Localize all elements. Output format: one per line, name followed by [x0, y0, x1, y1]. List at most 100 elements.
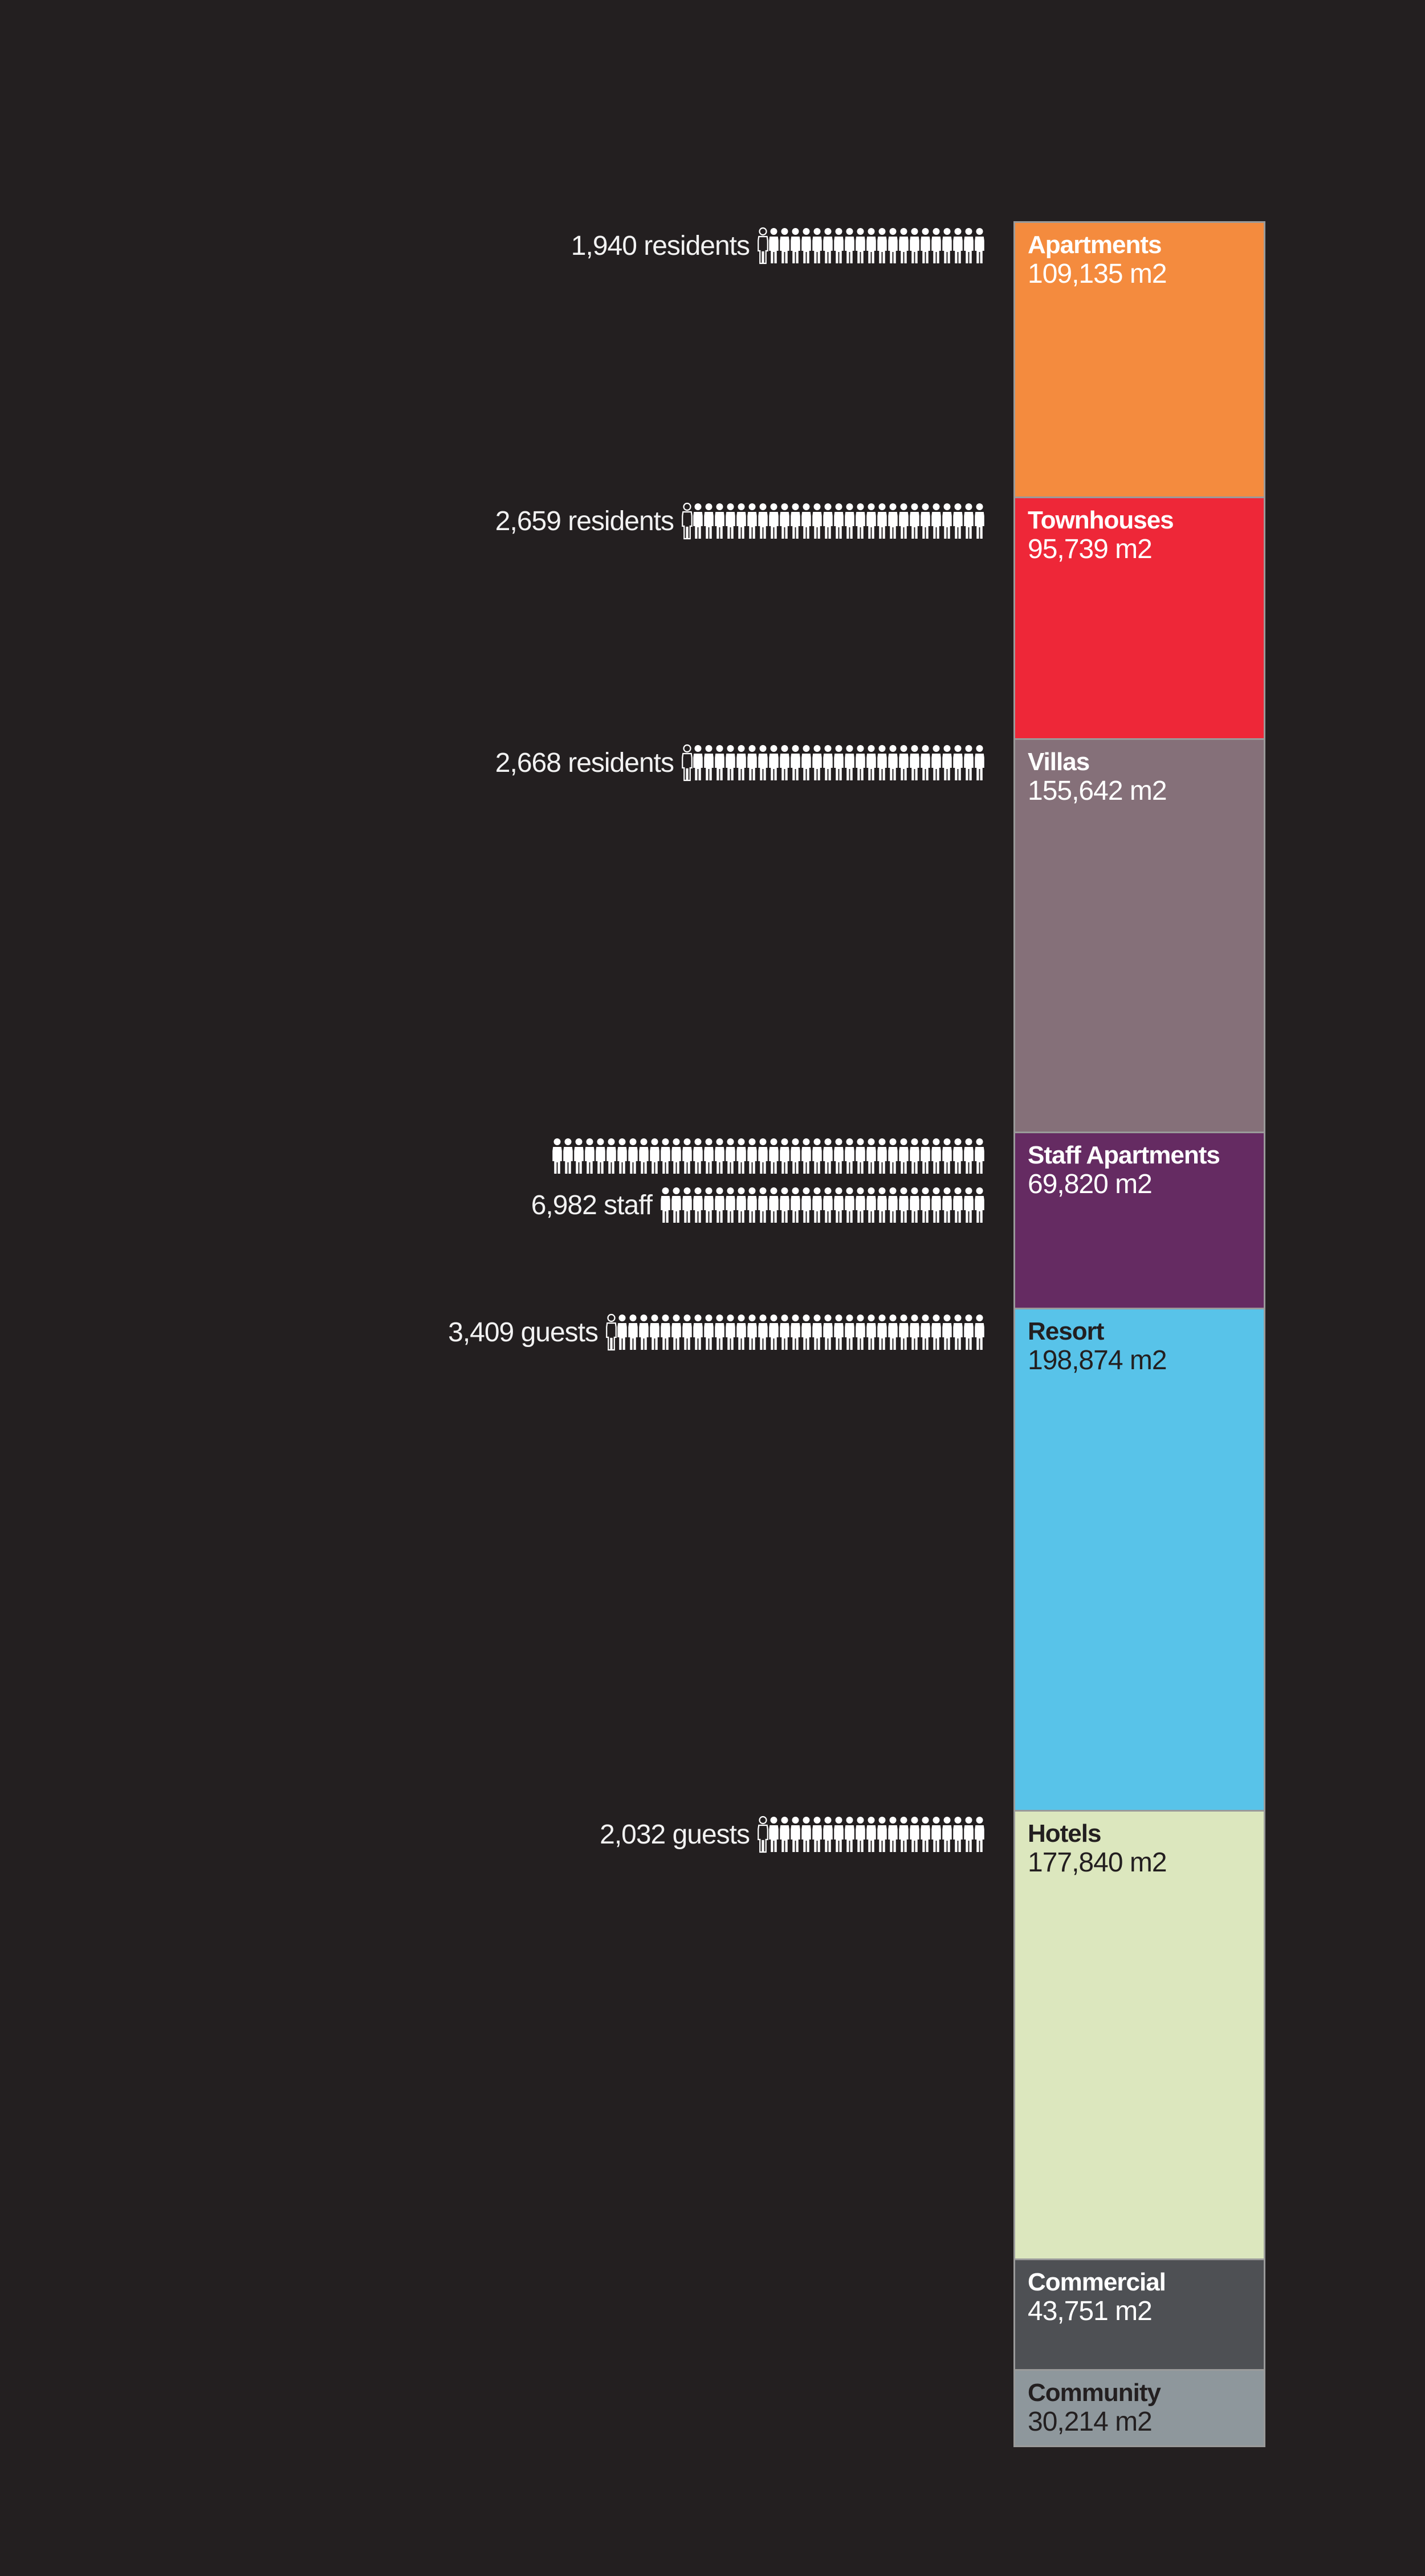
- person-icon: [953, 745, 963, 780]
- person-icon: [693, 1138, 703, 1174]
- person-icon: [726, 1315, 735, 1350]
- person-icon: [747, 503, 757, 539]
- person-icon: [964, 745, 974, 780]
- person-icon: [726, 745, 735, 780]
- person-icon: [921, 1315, 930, 1350]
- person-icon: [823, 228, 833, 263]
- person-icon-partial: [758, 227, 768, 264]
- person-icon: [563, 1138, 573, 1174]
- person-icon: [726, 503, 735, 539]
- person-icon: [910, 228, 919, 263]
- person-icon: [888, 1138, 898, 1174]
- person-icon: [964, 228, 974, 263]
- person-icon: [736, 1138, 746, 1174]
- person-icon: [736, 503, 746, 539]
- person-icon: [910, 1187, 919, 1223]
- person-icon: [606, 1138, 616, 1174]
- person-icon: [791, 228, 800, 263]
- person-icon: [910, 503, 919, 539]
- person-icon-partial: [682, 744, 693, 782]
- person-icon: [921, 1138, 930, 1174]
- person-icon: [921, 503, 930, 539]
- person-icon: [975, 745, 984, 780]
- person-icon: [931, 745, 941, 780]
- person-icon: [931, 1817, 941, 1852]
- person-icon: [964, 1138, 974, 1174]
- person-icon: [942, 1817, 952, 1852]
- category-name: Hotels: [1028, 1820, 1101, 1847]
- person-icon: [812, 745, 822, 780]
- person-icon: [856, 503, 865, 539]
- person-icon: [975, 1187, 984, 1223]
- person-icon: [834, 745, 844, 780]
- person-icon: [931, 1187, 941, 1223]
- person-icon: [866, 503, 876, 539]
- person-icon: [736, 1187, 746, 1223]
- person-icon: [693, 1315, 703, 1350]
- population-label: 2,032 guests: [600, 1820, 750, 1850]
- person-icon: [931, 1138, 941, 1174]
- person-icon: [921, 745, 930, 780]
- person-icon: [769, 503, 779, 539]
- person-icon: [953, 503, 963, 539]
- person-icon: [931, 503, 941, 539]
- person-icon: [931, 228, 941, 263]
- person-icon: [791, 503, 800, 539]
- person-icon: [769, 1817, 779, 1852]
- person-icon: [953, 1315, 963, 1350]
- person-icon: [780, 1187, 789, 1223]
- person-icon: [834, 1315, 844, 1350]
- person-icon: [823, 745, 833, 780]
- person-icon: [736, 1315, 746, 1350]
- pictogram-row: [606, 1313, 985, 1353]
- person-icon: [921, 228, 930, 263]
- person-icon: [704, 503, 714, 539]
- person-icon: [801, 1817, 811, 1852]
- person-icon: [899, 745, 909, 780]
- category-area: 95,739 m2: [1028, 534, 1153, 564]
- person-icon: [747, 1187, 757, 1223]
- person-icon: [823, 1817, 833, 1852]
- person-icon: [812, 503, 822, 539]
- person-icon: [704, 1138, 714, 1174]
- person-icon: [661, 1187, 670, 1223]
- person-icon: [877, 745, 887, 780]
- person-icon: [812, 228, 822, 263]
- person-icon: [758, 1138, 768, 1174]
- person-icon: [856, 1817, 865, 1852]
- category-name: Community: [1028, 2379, 1161, 2407]
- person-icon: [866, 1187, 876, 1223]
- pictogram-row: [758, 1816, 985, 1855]
- person-icon: [845, 228, 854, 263]
- person-icon: [639, 1315, 649, 1350]
- category-name: Villas: [1028, 748, 1090, 776]
- person-icon: [715, 1138, 724, 1174]
- person-icon: [942, 503, 952, 539]
- person-icon: [921, 1817, 930, 1852]
- person-icon: [942, 1315, 952, 1350]
- person-icon-partial: [606, 1313, 617, 1351]
- person-icon: [856, 1187, 865, 1223]
- person-icon: [791, 1817, 800, 1852]
- person-icon: [769, 745, 779, 780]
- person-icon: [953, 1817, 963, 1852]
- population-label: 2,668 residents: [495, 748, 674, 778]
- person-icon: [574, 1138, 584, 1174]
- person-icon: [671, 1187, 681, 1223]
- person-icon: [931, 1315, 941, 1350]
- person-icon: [953, 1187, 963, 1223]
- person-icon: [910, 1138, 919, 1174]
- person-icon: [769, 1315, 779, 1350]
- person-icon: [693, 503, 703, 539]
- person-icon: [834, 1817, 844, 1852]
- person-icon: [769, 1138, 779, 1174]
- person-icon: [953, 228, 963, 263]
- person-icon: [942, 745, 952, 780]
- person-icon: [780, 503, 789, 539]
- person-icon: [801, 503, 811, 539]
- person-icon: [964, 503, 974, 539]
- person-icon: [617, 1138, 627, 1174]
- pictogram-row: [660, 1186, 985, 1226]
- person-icon: [834, 228, 844, 263]
- person-icon: [780, 1315, 789, 1350]
